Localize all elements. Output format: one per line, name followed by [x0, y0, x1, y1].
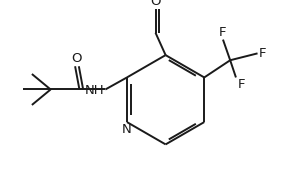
- Text: F: F: [259, 47, 266, 60]
- Text: F: F: [219, 26, 227, 39]
- Text: O: O: [150, 0, 161, 8]
- Text: NH: NH: [84, 84, 104, 97]
- Text: O: O: [72, 52, 82, 65]
- Text: F: F: [237, 78, 245, 91]
- Text: N: N: [122, 123, 132, 136]
